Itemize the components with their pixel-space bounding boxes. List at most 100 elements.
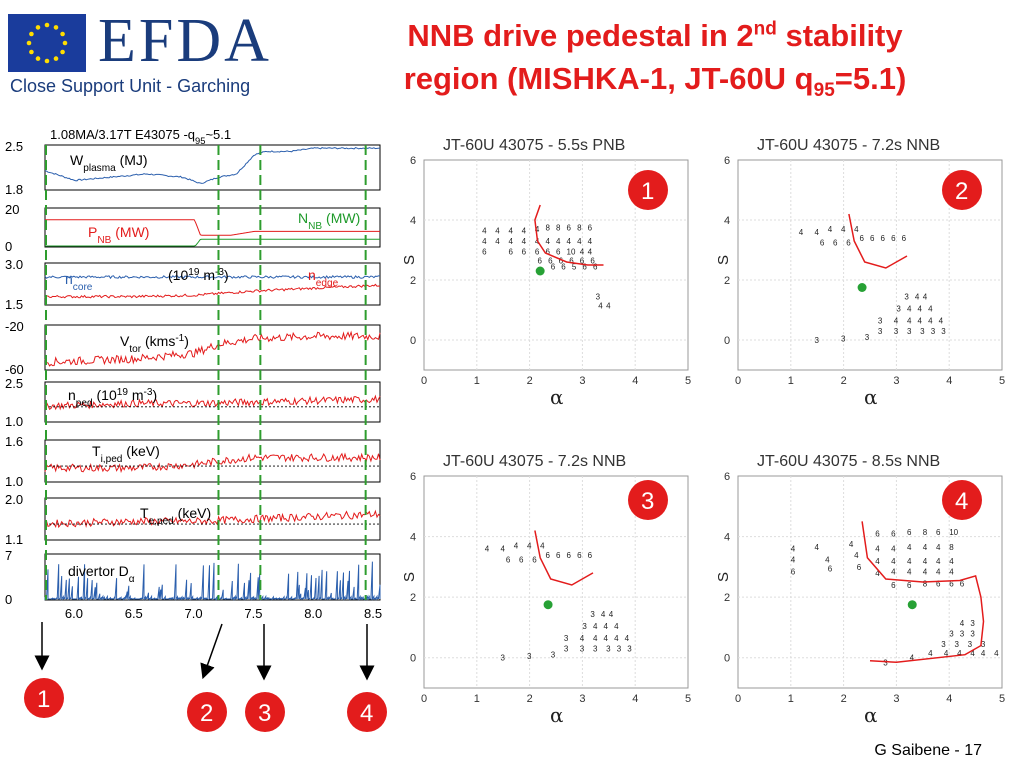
time-badge-label: 1 bbox=[37, 686, 50, 713]
label-part: 1.08MA/3.17T E43075 -q bbox=[50, 127, 195, 142]
series-line bbox=[44, 330, 381, 367]
mode-number-label: 3 bbox=[564, 645, 569, 654]
mode-number-label: 6 bbox=[820, 239, 825, 248]
x-tick-label: 2 bbox=[527, 693, 533, 705]
mode-number-label: 3 bbox=[941, 327, 946, 336]
x-tick-label: 5 bbox=[999, 375, 1005, 387]
operating-point-marker bbox=[543, 600, 553, 610]
label-part: m bbox=[128, 387, 144, 403]
mode-number-label: 4 bbox=[849, 540, 854, 549]
panel-badge-label: 3 bbox=[641, 488, 654, 515]
label-part: T bbox=[92, 443, 101, 459]
mode-number-label: 4 bbox=[535, 225, 540, 234]
mode-number-label: 6 bbox=[833, 239, 838, 248]
mode-number-label: 4 bbox=[625, 634, 630, 643]
label-part: (MW) bbox=[111, 224, 149, 240]
timeseries-panel: -20 -60 bbox=[5, 319, 381, 377]
panel-badge-label: 2 bbox=[955, 178, 968, 205]
y-axis-label: S bbox=[715, 255, 732, 265]
mode-number-label: 6 bbox=[791, 567, 796, 576]
label-part: plasma bbox=[83, 163, 116, 174]
timeseries-panel: 2.0 1.1 bbox=[5, 492, 381, 547]
mode-number-label: 3 bbox=[920, 327, 925, 336]
label-tiped: Ti,ped (keV) bbox=[92, 443, 160, 465]
mode-number-label: 6 bbox=[588, 224, 593, 233]
label-part: ped bbox=[76, 398, 93, 409]
footer-text: G Saibene - 17 bbox=[874, 742, 982, 759]
mode-number-label: 4 bbox=[791, 545, 796, 554]
label-part: N bbox=[298, 210, 308, 226]
label-part: ) bbox=[224, 267, 229, 283]
x-tick-label: 8.5 bbox=[364, 606, 382, 621]
x-tick-label: 0 bbox=[735, 375, 741, 387]
mode-number-label: 3 bbox=[590, 610, 595, 619]
x-tick-label: 4 bbox=[946, 375, 952, 387]
panel-badge bbox=[628, 170, 668, 210]
mode-number-label: 4 bbox=[545, 237, 550, 246]
label-part: (10 bbox=[168, 267, 188, 283]
mode-number-label: 4 bbox=[828, 225, 833, 234]
mode-number-label: 3 bbox=[968, 640, 973, 649]
x-tick-label: 4 bbox=[632, 693, 638, 705]
mode-number-label: 4 bbox=[815, 543, 820, 552]
mode-number-label: 4 bbox=[981, 649, 986, 658]
x-tick-label: 3 bbox=[893, 693, 899, 705]
y-tick-label: 4 bbox=[410, 532, 416, 544]
mode-number-label: 3 bbox=[941, 640, 946, 649]
mode-number-label: 4 bbox=[567, 237, 572, 246]
time-badge bbox=[24, 678, 64, 718]
mode-number-label: 6 bbox=[519, 555, 524, 564]
x-tick-label: 0 bbox=[421, 375, 427, 387]
x-tick-label: 3 bbox=[579, 375, 585, 387]
series-line bbox=[44, 561, 381, 601]
mode-number-label: 8 bbox=[949, 543, 954, 552]
label-part: ) bbox=[184, 333, 189, 349]
panel-badge-label: 1 bbox=[641, 178, 654, 205]
mode-number-label: 4 bbox=[598, 302, 603, 311]
series-line bbox=[44, 283, 381, 299]
mode-number-label: 4 bbox=[508, 237, 513, 246]
stability-panel-title: JT-60U 43075 - 5.5s PNB bbox=[443, 137, 625, 154]
mode-number-label: 6 bbox=[551, 263, 556, 272]
mode-number-label: 4 bbox=[875, 545, 880, 554]
mode-number-label: 4 bbox=[960, 619, 965, 628]
label-part: 95 bbox=[195, 136, 205, 146]
x-tick-label: 1 bbox=[788, 375, 794, 387]
mode-number-label: 4 bbox=[907, 557, 912, 566]
panel-badge bbox=[628, 480, 668, 520]
series-line bbox=[44, 509, 381, 529]
mode-number-label: 4 bbox=[593, 634, 598, 643]
label-part: ~5.1 bbox=[205, 127, 231, 142]
y-tick-label: 2 bbox=[724, 592, 730, 604]
mode-number-label: 6 bbox=[556, 248, 561, 257]
mode-number-label: 4 bbox=[915, 293, 920, 302]
stability-boundary bbox=[848, 213, 908, 269]
mode-number-label: 3 bbox=[981, 640, 986, 649]
slide-title: NNB drive pedestal in 2nd stability regi… bbox=[300, 14, 1010, 100]
mode-number-label: 3 bbox=[593, 645, 598, 654]
axes-frame bbox=[423, 159, 689, 371]
mode-number-label: 4 bbox=[923, 293, 928, 302]
y-tick-label: 2 bbox=[410, 592, 416, 604]
y-tick-label: -60 bbox=[5, 362, 24, 377]
series-line bbox=[45, 219, 380, 236]
operating-point-marker bbox=[907, 600, 917, 610]
mode-number-label: 6 bbox=[588, 551, 593, 560]
title-sub: 95 bbox=[813, 80, 835, 102]
mode-number-label: 6 bbox=[567, 224, 572, 233]
mode-number-label: 6 bbox=[960, 580, 965, 589]
timeseries-panel: 20 0 bbox=[5, 202, 381, 254]
stability-panel-title: JT-60U 43075 - 7.2s NNB bbox=[757, 137, 940, 154]
label-part: -1 bbox=[175, 333, 184, 344]
operating-point-marker bbox=[857, 283, 867, 292]
label-nped: nped (1019 m-3) bbox=[68, 387, 157, 409]
eu-star-icon bbox=[35, 25, 41, 30]
mode-number-label: 4 bbox=[918, 317, 923, 326]
mode-number-label: 4 bbox=[799, 228, 804, 237]
y-tick-label: 6 bbox=[724, 471, 730, 483]
y-tick-label: 0 bbox=[724, 335, 730, 347]
y-tick-label: 2 bbox=[410, 275, 416, 287]
label-part: i,ped bbox=[101, 454, 123, 465]
y-tick-label: 1.5 bbox=[5, 297, 23, 312]
